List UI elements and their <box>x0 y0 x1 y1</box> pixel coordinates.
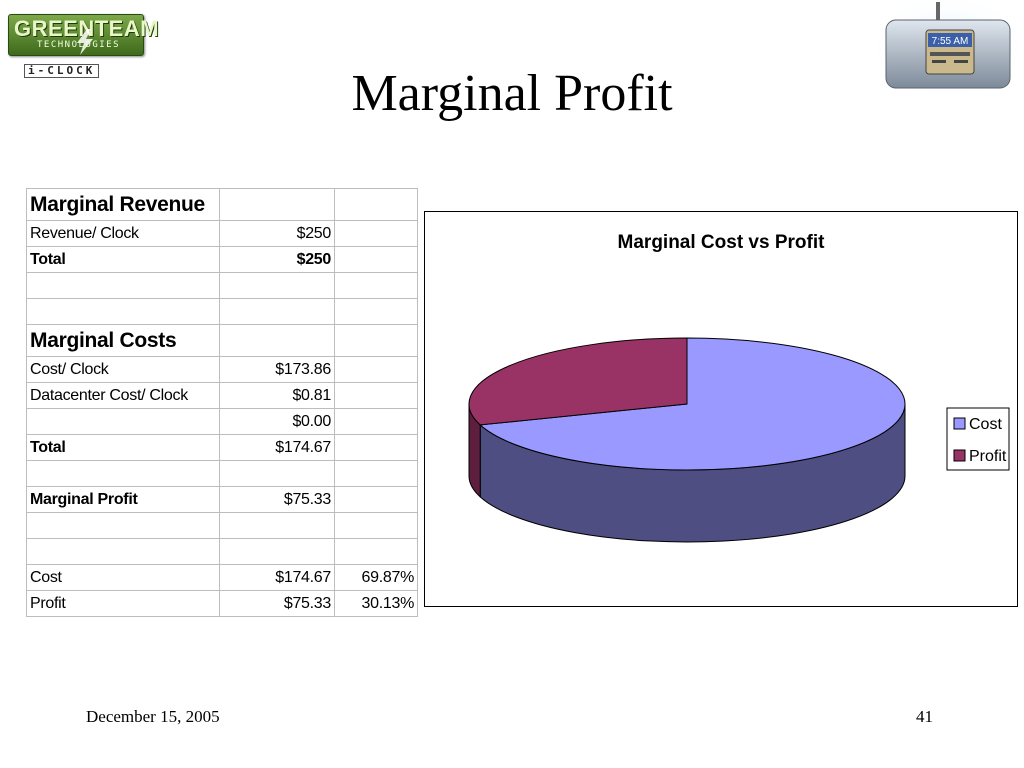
row-percent-cell <box>334 512 418 539</box>
row-label-cell: Datacenter Cost/ Clock <box>26 382 220 409</box>
row-value-cell <box>219 188 335 221</box>
row-value-cell: $174.67 <box>219 434 335 461</box>
row-percent-cell <box>334 188 418 221</box>
logo-sub-text: TECHNOLOGIES <box>37 40 121 50</box>
row-label-cell <box>26 460 220 487</box>
logo-badge: GREENTEAM TECHNOLOGIES <box>8 14 159 56</box>
logo-product-text: i-CLOCK <box>24 64 100 78</box>
row-value-cell: $173.86 <box>219 356 335 383</box>
slide-title: Marginal Profit <box>351 65 673 122</box>
row-label-cell <box>26 272 220 299</box>
chart-title: Marginal Cost vs Profit <box>618 232 826 253</box>
row-percent-cell <box>334 408 418 435</box>
row-percent-cell <box>334 298 418 325</box>
row-label-cell <box>26 408 220 435</box>
row-value-cell <box>219 538 335 565</box>
company-logo: GREENTEAM TECHNOLOGIES i-CLOCK <box>8 14 159 80</box>
row-label-cell: Marginal Costs <box>26 324 220 357</box>
row-percent-cell <box>334 538 418 565</box>
table-row: $0.00 <box>26 408 418 435</box>
pie-slice-profit <box>468 337 688 426</box>
row-label-cell <box>26 538 220 565</box>
marginal-profit-table: Marginal Revenue Revenue/ Clock $250 Total $… <box>26 188 418 617</box>
device-clock-text: 7:55 AM <box>932 36 969 47</box>
row-value-cell <box>219 512 335 539</box>
legend-label-profit: Profit <box>969 448 1007 465</box>
row-value-cell <box>219 272 335 299</box>
row-value-cell: $75.33 <box>219 486 335 513</box>
row-percent-cell <box>334 460 418 487</box>
row-value-cell <box>219 324 335 357</box>
footer-date: December 15, 2005 <box>86 707 220 726</box>
legend-label-cost: Cost <box>969 416 1002 433</box>
chart-legend: Cost Profit <box>946 407 1010 471</box>
row-label-cell <box>26 298 220 325</box>
legend-swatch-cost <box>953 417 966 430</box>
row-label-cell <box>26 512 220 539</box>
table-row <box>26 272 418 299</box>
row-percent-cell <box>334 324 418 357</box>
row-label-cell: Marginal Revenue <box>26 188 220 221</box>
row-label-cell: Cost/ Clock <box>26 356 220 383</box>
row-percent-cell <box>334 356 418 383</box>
table-row: Total $250 <box>26 246 418 273</box>
row-percent-cell <box>334 272 418 299</box>
table-row: Marginal Profit $75.33 <box>26 486 418 513</box>
row-label-cell: Marginal Profit <box>26 486 220 513</box>
row-value-cell <box>219 460 335 487</box>
row-label-cell: Total <box>26 246 220 273</box>
row-label-cell: Revenue/ Clock <box>26 220 220 247</box>
pie-chart-frame: Marginal Cost vs Profit Cost Profit <box>424 211 1018 607</box>
table-row: Revenue/ Clock $250 <box>26 220 418 247</box>
row-value-cell: $75.33 <box>219 590 335 617</box>
row-value-cell <box>219 298 335 325</box>
legend-swatch-profit <box>953 449 966 462</box>
page-number: 41 <box>916 707 933 726</box>
table-row: Cost $174.67 69.87% <box>26 564 418 591</box>
row-value-cell: $250 <box>219 246 335 273</box>
table-row <box>26 460 418 487</box>
table-row <box>26 298 418 325</box>
table-row: Cost/ Clock $173.86 <box>26 356 418 383</box>
pie-chart: Marginal Cost vs Profit Cost Profit <box>468 232 1010 543</box>
row-percent-cell <box>334 220 418 247</box>
row-percent-cell: 30.13% <box>334 590 418 617</box>
row-value-cell: $0.81 <box>219 382 335 409</box>
row-value-cell: $0.00 <box>219 408 335 435</box>
row-label-cell: Total <box>26 434 220 461</box>
row-value-cell: $250 <box>219 220 335 247</box>
row-percent-cell <box>334 486 418 513</box>
row-label-cell: Profit <box>26 590 220 617</box>
table-row: Marginal Revenue <box>26 188 418 221</box>
table-row: Total $174.67 <box>26 434 418 461</box>
alarm-clock-device-icon: 7:55 AM <box>878 0 1018 95</box>
row-label-cell: Cost <box>26 564 220 591</box>
pie-slice-cost <box>479 337 906 471</box>
row-percent-cell: 69.87% <box>334 564 418 591</box>
table-row <box>26 512 418 539</box>
row-percent-cell <box>334 246 418 273</box>
table-row: Marginal Costs <box>26 324 418 357</box>
table-row: Profit $75.33 30.13% <box>26 590 418 617</box>
lightning-bolt-icon <box>77 29 93 55</box>
row-value-cell: $174.67 <box>219 564 335 591</box>
table-row: Datacenter Cost/ Clock $0.81 <box>26 382 418 409</box>
table-row <box>26 538 418 565</box>
row-percent-cell <box>334 382 418 409</box>
row-percent-cell <box>334 434 418 461</box>
